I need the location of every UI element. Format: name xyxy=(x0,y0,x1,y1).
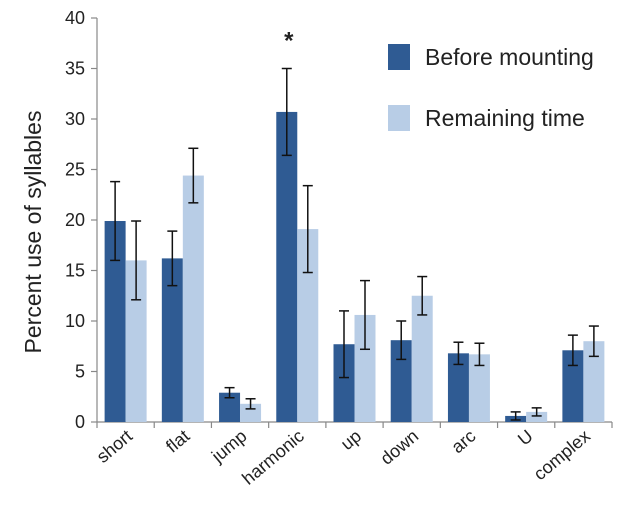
error-bars xyxy=(110,67,599,421)
bar-flat-remaining-time xyxy=(182,175,204,422)
category-label-harmonic: harmonic xyxy=(238,426,308,489)
y-tick-labels: 0 5 10 15 20 25 30 35 40 xyxy=(65,8,85,432)
bar-complex-before-mounting xyxy=(562,350,584,422)
bar-short-remaining-time xyxy=(125,260,147,422)
y-tick-label: 15 xyxy=(65,261,85,281)
category-label-down: down xyxy=(376,426,422,469)
bar-flat-before-mounting xyxy=(161,258,183,422)
y-tick-label: 0 xyxy=(75,412,85,432)
category-label-arc: arc xyxy=(447,426,479,457)
significance-asterisk: * xyxy=(284,28,294,55)
legend-swatch-before-mounting xyxy=(388,44,410,70)
category-label-jump: jump xyxy=(207,426,251,467)
bar-harmonic-before-mounting xyxy=(276,111,298,423)
category-label-U: U xyxy=(514,426,537,450)
y-tick-label: 35 xyxy=(65,59,85,79)
y-axis-title: Percent use of syllables xyxy=(20,111,46,354)
y-tick-label: 25 xyxy=(65,160,85,180)
category-label-flat: flat xyxy=(162,426,193,457)
bar-down-remaining-time xyxy=(411,295,433,422)
legend: Before mounting Remaining time xyxy=(388,44,594,131)
category-label-up: up xyxy=(337,426,365,454)
bar-arc-before-mounting xyxy=(447,353,469,422)
bar-up-remaining-time xyxy=(354,314,376,422)
y-tick-label: 20 xyxy=(65,210,85,230)
y-tick-label: 30 xyxy=(65,109,85,129)
annotations: * xyxy=(284,28,294,55)
legend-label-before-mounting: Before mounting xyxy=(425,44,594,70)
legend-label-remaining-time: Remaining time xyxy=(425,105,585,131)
bar-U-remaining-time xyxy=(526,411,548,422)
bar-complex-remaining-time xyxy=(583,341,605,422)
y-tick-label: 40 xyxy=(65,8,85,28)
y-tick-label: 5 xyxy=(75,362,85,382)
bar-jump-before-mounting xyxy=(219,392,241,422)
y-tick-label: 10 xyxy=(65,311,85,331)
category-label-complex: complex xyxy=(530,426,594,484)
bars xyxy=(104,111,605,423)
bar-short-before-mounting xyxy=(104,221,126,422)
bar-jump-remaining-time xyxy=(240,403,262,422)
bar-arc-remaining-time xyxy=(468,354,490,422)
category-label-short: short xyxy=(93,426,137,467)
bar-down-before-mounting xyxy=(390,340,412,422)
legend-swatch-remaining-time xyxy=(388,105,410,131)
bar-up-before-mounting xyxy=(333,344,355,422)
bar-harmonic-remaining-time xyxy=(297,229,319,422)
